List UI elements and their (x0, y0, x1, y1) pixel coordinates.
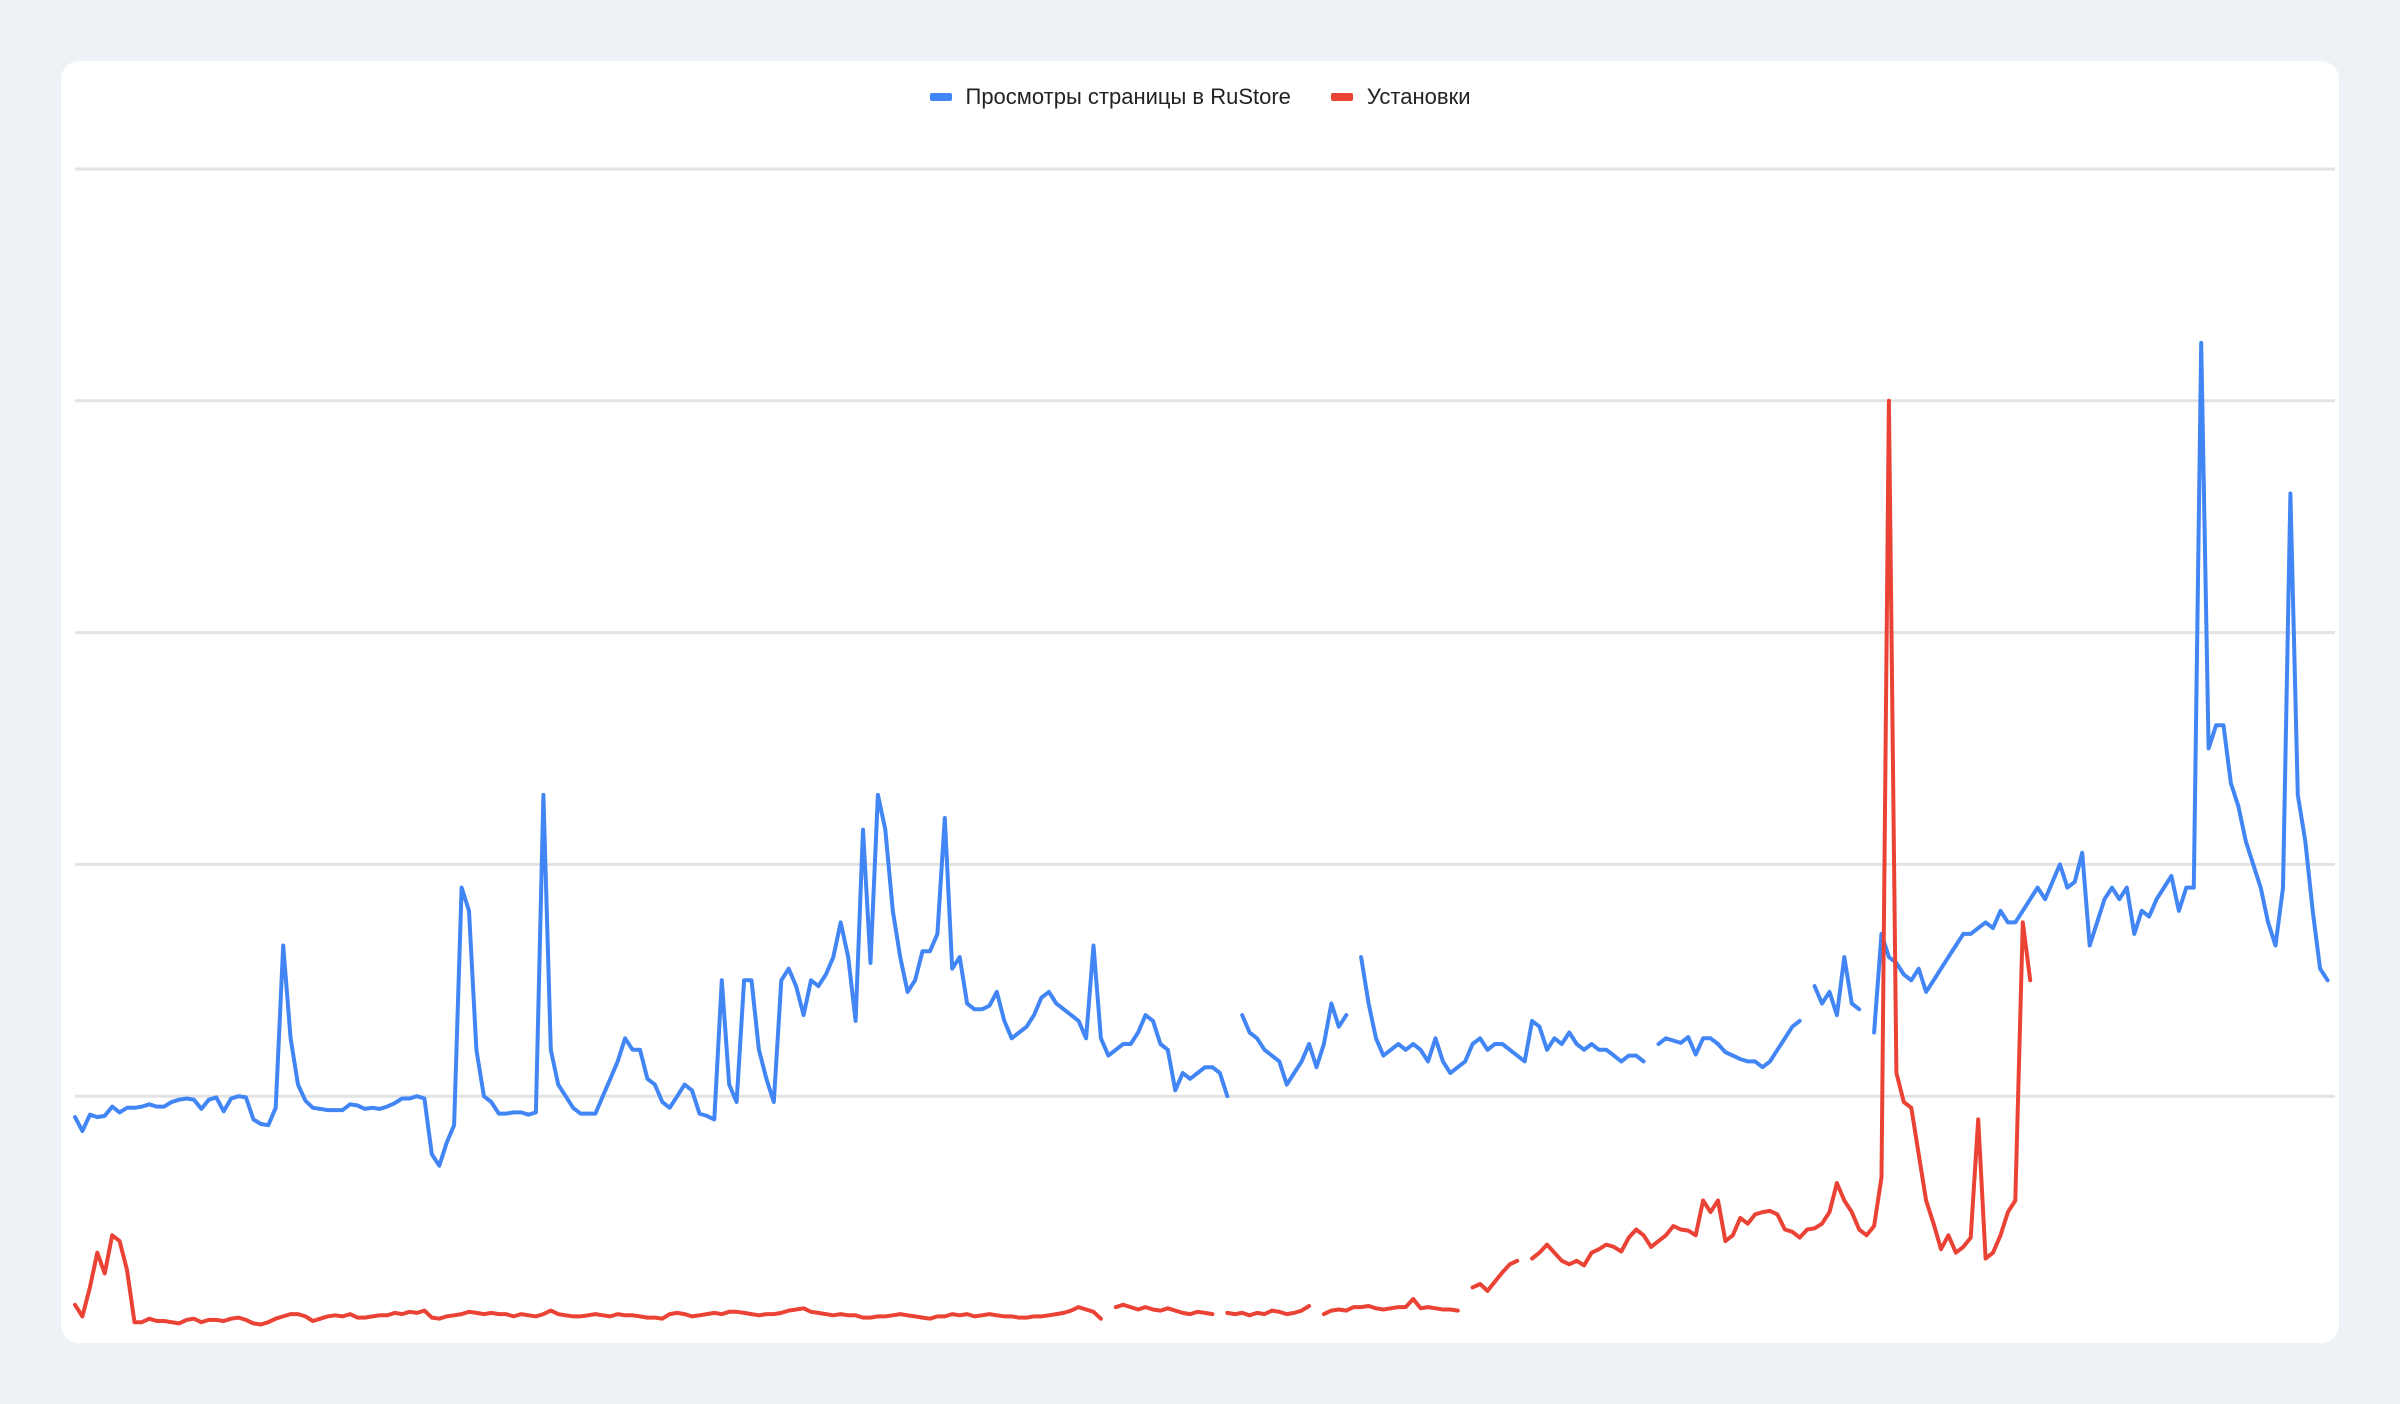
series-line-installs[interactable] (73, 398, 2033, 1327)
gridlines (75, 167, 2335, 1098)
legend-swatch-page-views (929, 93, 952, 101)
series-line-page-views[interactable] (73, 340, 2330, 1168)
series-lines (73, 340, 2330, 1327)
line-chart-plot (73, 167, 2335, 1327)
legend-label-page-views: Просмотры страницы в RuStore (965, 84, 1291, 109)
legend-label-installs: Установки (1366, 84, 1471, 109)
chart-card: Просмотры страницы в RuStore Установки (61, 61, 2339, 1343)
legend-item-installs[interactable]: Установки (1330, 84, 1471, 110)
legend-item-page-views[interactable]: Просмотры страницы в RuStore (929, 84, 1291, 110)
chart-legend: Просмотры страницы в RuStore Установки (61, 75, 2339, 119)
legend-swatch-installs (1330, 93, 1353, 101)
